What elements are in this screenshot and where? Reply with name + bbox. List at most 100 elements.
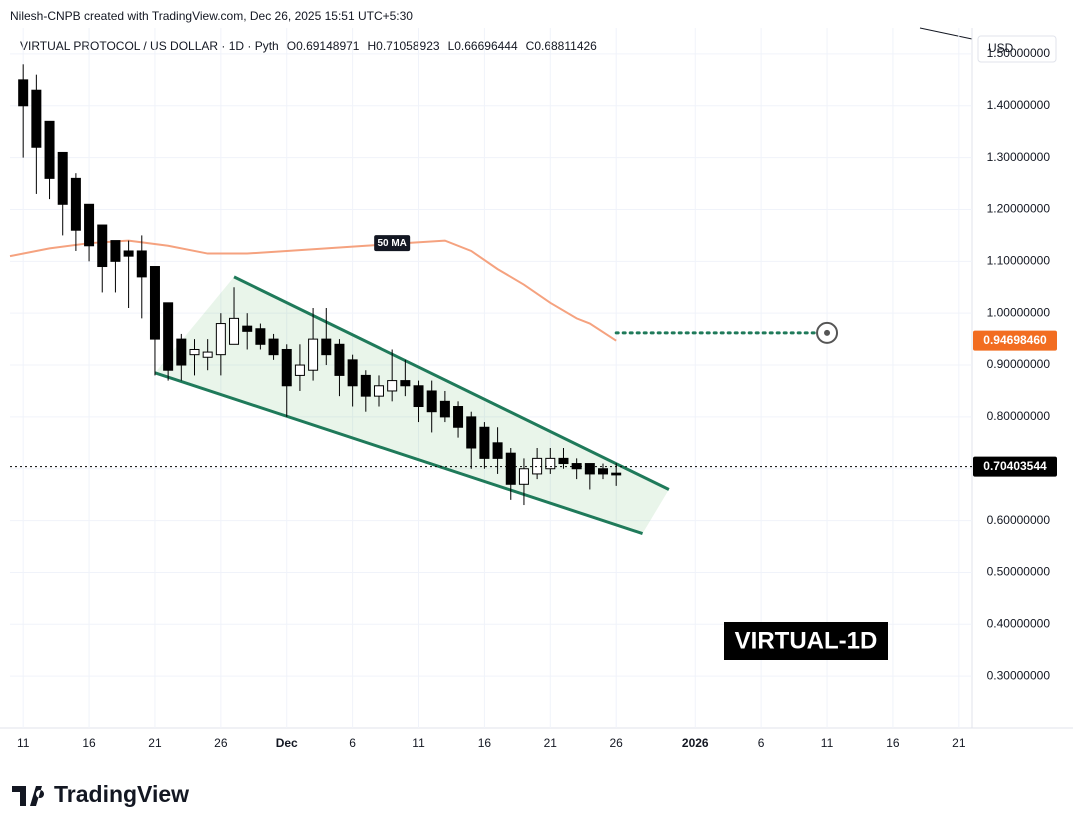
currency-box[interactable]: [977, 35, 1057, 63]
y-tick-label: 0.50000000: [987, 565, 1051, 579]
candle: [189, 339, 200, 376]
candle: [439, 390, 450, 423]
candle-body: [18, 79, 29, 107]
candle-body: [308, 338, 319, 371]
candle-body: [84, 203, 95, 247]
candle: [308, 308, 319, 381]
candle: [492, 427, 503, 474]
candle: [373, 375, 384, 407]
ohlc-value: 0.68811426: [534, 39, 597, 53]
candle-body: [505, 452, 516, 485]
x-tick-label: 21: [952, 736, 966, 750]
candle: [321, 308, 332, 366]
candle: [57, 151, 68, 236]
y-tick-label: 1.40000000: [987, 98, 1051, 112]
y-tick-label: 0.60000000: [987, 513, 1051, 527]
y-tick-label: 1.00000000: [987, 305, 1051, 319]
price-badge-label: 0.94698460: [983, 333, 1047, 347]
ohlc-value: 0.69148971: [296, 39, 360, 53]
watermark-bg: [724, 622, 888, 660]
candle-body: [176, 338, 187, 366]
candle: [426, 380, 437, 433]
x-tick-label: Dec: [276, 736, 298, 750]
candle-body: [479, 426, 490, 459]
candle-body: [400, 380, 411, 387]
candle-body: [518, 468, 529, 485]
symbol: VIRTUAL PROTOCOL / US DOLLAR · 1D · Pyth: [20, 39, 279, 53]
ma-label: 50 MA: [377, 238, 406, 249]
target-dot: [824, 329, 831, 336]
candle-body: [229, 317, 240, 345]
candle-body: [202, 351, 213, 358]
candle-body: [545, 457, 556, 470]
candle-body: [294, 364, 305, 376]
candle-body: [466, 416, 477, 449]
price-badge-label: 0.70403544: [983, 459, 1047, 473]
x-tick-label: 26: [214, 736, 228, 750]
candle-body: [31, 89, 42, 148]
wedge-line: [154, 371, 644, 535]
candle: [242, 313, 253, 350]
ma-label-bg: [374, 235, 411, 252]
x-tick-label: 21: [148, 736, 162, 750]
candle: [70, 173, 81, 251]
candle-body: [123, 250, 134, 257]
candle-body: [571, 463, 582, 470]
candle-body: [44, 120, 55, 179]
x-tick-label: 26: [610, 736, 624, 750]
price-badge: [973, 456, 1057, 477]
y-tick-label: 0.90000000: [987, 357, 1051, 371]
x-tick-label: 11: [412, 736, 425, 750]
ohlc-value: 0.66696444: [454, 39, 518, 53]
candle-body: [334, 343, 345, 376]
y-tick-label: 0.80000000: [987, 409, 1051, 423]
wedge-line: [233, 275, 670, 491]
candle-body: [163, 302, 174, 371]
candle: [268, 333, 279, 360]
logo: TradingView: [12, 781, 189, 807]
x-tick-label: 16: [82, 736, 96, 750]
ohlc-label: O: [287, 39, 296, 53]
candle: [518, 458, 529, 506]
candle-body: [387, 380, 398, 392]
candle: [413, 380, 424, 423]
x-tick-label: 11: [17, 736, 30, 750]
candle-body: [70, 177, 81, 231]
candle: [176, 333, 187, 381]
ohlc-label: C: [526, 39, 535, 53]
candle-body: [558, 457, 569, 465]
candle: [110, 240, 121, 293]
candle-body: [492, 442, 503, 459]
candle: [202, 339, 213, 371]
x-tick-label: 6: [349, 736, 356, 750]
candle: [255, 323, 266, 350]
currency: USD: [988, 41, 1014, 55]
candle: [532, 448, 543, 480]
candle: [281, 344, 292, 417]
ohlc-value: 0.71058923: [376, 39, 440, 53]
candle-body: [136, 250, 147, 278]
watermark: VIRTUAL-1D: [735, 627, 878, 654]
candle-body: [373, 385, 384, 397]
grid: [10, 28, 972, 728]
candle-body: [611, 472, 622, 476]
candle-body: [453, 406, 464, 428]
logo-icon: [12, 786, 45, 806]
candle-body: [189, 348, 200, 356]
candle-body: [215, 323, 226, 356]
candle: [479, 422, 490, 469]
y-tick-label: 1.30000000: [987, 150, 1051, 164]
y-tick-label: 1.10000000: [987, 254, 1051, 268]
credit: Nilesh-CNPB created with TradingView.com…: [10, 9, 413, 23]
ohlc-label: H: [367, 39, 376, 53]
candle: [123, 240, 134, 308]
y-tick-label: 1.50000000: [987, 46, 1051, 60]
candle-body: [281, 348, 292, 387]
candle: [136, 235, 147, 319]
candle: [505, 448, 516, 500]
candle: [558, 448, 569, 469]
candle: [215, 313, 226, 376]
candle: [163, 302, 174, 381]
x-tick-label: 2026: [682, 736, 709, 750]
